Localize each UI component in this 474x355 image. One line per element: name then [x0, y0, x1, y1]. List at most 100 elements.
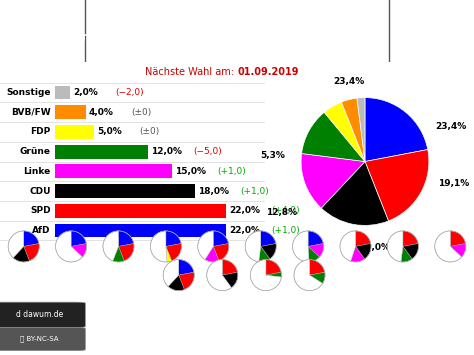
- Wedge shape: [301, 153, 365, 208]
- Text: 5,0%: 5,0%: [97, 127, 121, 136]
- Wedge shape: [324, 102, 365, 162]
- Wedge shape: [8, 231, 24, 258]
- Text: Befragte:: Befragte:: [396, 323, 441, 332]
- Text: 19,1%: 19,1%: [438, 179, 469, 189]
- Wedge shape: [213, 231, 228, 246]
- Wedge shape: [387, 231, 403, 262]
- Wedge shape: [166, 231, 181, 246]
- Text: 23,4%: 23,4%: [436, 122, 467, 131]
- Wedge shape: [310, 260, 325, 275]
- Wedge shape: [365, 149, 429, 221]
- Wedge shape: [24, 244, 39, 261]
- Wedge shape: [450, 231, 465, 246]
- Text: SPD: SPD: [30, 206, 51, 215]
- Bar: [55, 164, 172, 178]
- Text: 18,0%: 18,0%: [198, 187, 229, 196]
- Text: 4,0%: 4,0%: [89, 108, 114, 117]
- Wedge shape: [13, 246, 29, 262]
- Bar: [55, 145, 148, 159]
- Text: (+1,0): (+1,0): [272, 226, 301, 235]
- Text: Sonstige: Sonstige: [6, 88, 51, 97]
- Text: 12,8%: 12,8%: [266, 208, 298, 217]
- Wedge shape: [341, 98, 365, 162]
- Wedge shape: [435, 231, 462, 262]
- Text: (±0): (±0): [131, 108, 151, 117]
- Wedge shape: [365, 98, 428, 162]
- Text: 16,0%: 16,0%: [359, 243, 390, 252]
- Wedge shape: [266, 272, 282, 277]
- Bar: [55, 125, 94, 139]
- FancyBboxPatch shape: [0, 327, 85, 351]
- Text: (+1,0): (+1,0): [217, 167, 246, 176]
- Wedge shape: [179, 272, 194, 290]
- Wedge shape: [71, 231, 86, 246]
- Wedge shape: [118, 244, 134, 261]
- Wedge shape: [308, 244, 324, 257]
- Wedge shape: [55, 231, 82, 262]
- Wedge shape: [301, 112, 365, 162]
- Text: CDU: CDU: [29, 187, 51, 196]
- Wedge shape: [340, 231, 356, 261]
- Text: (±0): (±0): [139, 127, 159, 136]
- Wedge shape: [71, 244, 87, 257]
- Text: 22.08.19: 22.08.19: [409, 20, 467, 33]
- Text: Landtagswahl: Landtagswahl: [9, 13, 72, 23]
- Text: Nächste Wahl am:: Nächste Wahl am:: [145, 67, 237, 77]
- Wedge shape: [321, 162, 389, 225]
- Text: (+4,0): (+4,0): [272, 206, 301, 215]
- Wedge shape: [401, 246, 412, 262]
- Text: (+1,0): (+1,0): [240, 187, 269, 196]
- Text: Ⓒ BY-NC-SA: Ⓒ BY-NC-SA: [20, 336, 59, 342]
- FancyBboxPatch shape: [0, 302, 85, 327]
- Bar: [55, 86, 70, 99]
- Text: 1002: 1002: [445, 323, 469, 332]
- Wedge shape: [207, 260, 231, 291]
- Wedge shape: [294, 260, 323, 291]
- Text: 5,3%: 5,3%: [260, 151, 285, 160]
- Wedge shape: [450, 244, 466, 257]
- Text: Befragte: 1002: Befragte: 1002: [401, 323, 469, 332]
- Text: BVB/FW: BVB/FW: [11, 108, 51, 117]
- Wedge shape: [118, 231, 134, 246]
- Text: 23,4%: 23,4%: [333, 77, 365, 86]
- Wedge shape: [259, 246, 270, 262]
- Wedge shape: [250, 260, 282, 291]
- Text: 01.09.2019: 01.09.2019: [237, 67, 299, 77]
- Wedge shape: [308, 246, 319, 262]
- Wedge shape: [266, 260, 281, 275]
- Text: 2,0%: 2,0%: [73, 88, 98, 97]
- Wedge shape: [292, 231, 309, 262]
- Wedge shape: [310, 272, 325, 283]
- Text: Befragte:: Befragte:: [0, 354, 1, 355]
- Wedge shape: [103, 231, 118, 261]
- Wedge shape: [403, 244, 419, 259]
- Wedge shape: [213, 244, 229, 261]
- Wedge shape: [166, 246, 172, 262]
- Wedge shape: [356, 231, 371, 246]
- Text: Linke: Linke: [24, 167, 51, 176]
- Wedge shape: [166, 244, 182, 261]
- Wedge shape: [150, 231, 167, 262]
- Wedge shape: [351, 246, 365, 262]
- Text: FDP: FDP: [30, 127, 51, 136]
- Wedge shape: [168, 275, 184, 291]
- Text: d dawum.de: d dawum.de: [16, 310, 63, 319]
- Text: Befragung: 19.08.2019 - 21.08.2019: Befragung: 19.08.2019 - 21.08.2019: [145, 311, 329, 320]
- Bar: [55, 184, 195, 198]
- Wedge shape: [308, 231, 323, 246]
- Wedge shape: [245, 231, 261, 262]
- Wedge shape: [198, 231, 213, 260]
- Text: Wahlumfrage von Infratest dimap: Wahlumfrage von Infratest dimap: [125, 12, 349, 26]
- Text: (−5,0): (−5,0): [193, 147, 222, 156]
- Wedge shape: [222, 272, 238, 288]
- Wedge shape: [205, 246, 219, 262]
- Text: Vergleich: 03.06.2019 - 06.06.2019: Vergleich: 03.06.2019 - 06.06.2019: [163, 335, 311, 344]
- Text: Brandenburg: Brandenburg: [9, 31, 96, 44]
- Text: 12,0%: 12,0%: [152, 147, 182, 156]
- Wedge shape: [357, 98, 365, 162]
- Wedge shape: [179, 260, 194, 275]
- Text: AfD: AfD: [32, 226, 51, 235]
- Wedge shape: [356, 244, 371, 259]
- Wedge shape: [403, 231, 418, 246]
- Text: (−2,0): (−2,0): [116, 88, 144, 97]
